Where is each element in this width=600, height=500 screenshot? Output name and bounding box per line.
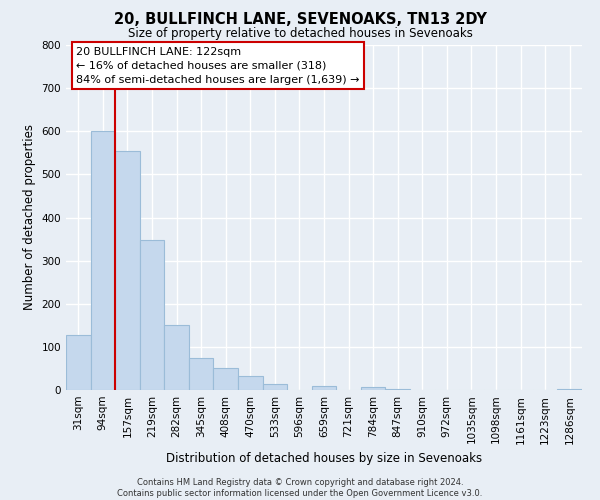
Bar	[66, 335, 91, 390]
Bar	[91, 131, 115, 390]
Bar	[189, 358, 214, 390]
Bar	[263, 384, 287, 390]
Bar	[214, 368, 238, 390]
Text: Size of property relative to detached houses in Sevenoaks: Size of property relative to detached ho…	[128, 28, 472, 40]
Bar	[140, 240, 164, 390]
Y-axis label: Number of detached properties: Number of detached properties	[23, 124, 36, 310]
Bar	[164, 326, 189, 390]
Bar	[238, 376, 263, 390]
Text: 20, BULLFINCH LANE, SEVENOAKS, TN13 2DY: 20, BULLFINCH LANE, SEVENOAKS, TN13 2DY	[113, 12, 487, 28]
Bar	[557, 388, 582, 390]
Bar	[361, 386, 385, 390]
Bar	[385, 388, 410, 390]
X-axis label: Distribution of detached houses by size in Sevenoaks: Distribution of detached houses by size …	[166, 452, 482, 465]
Text: Contains HM Land Registry data © Crown copyright and database right 2024.
Contai: Contains HM Land Registry data © Crown c…	[118, 478, 482, 498]
Bar	[115, 150, 140, 390]
Text: 20 BULLFINCH LANE: 122sqm
← 16% of detached houses are smaller (318)
84% of semi: 20 BULLFINCH LANE: 122sqm ← 16% of detac…	[76, 46, 360, 84]
Bar	[312, 386, 336, 390]
